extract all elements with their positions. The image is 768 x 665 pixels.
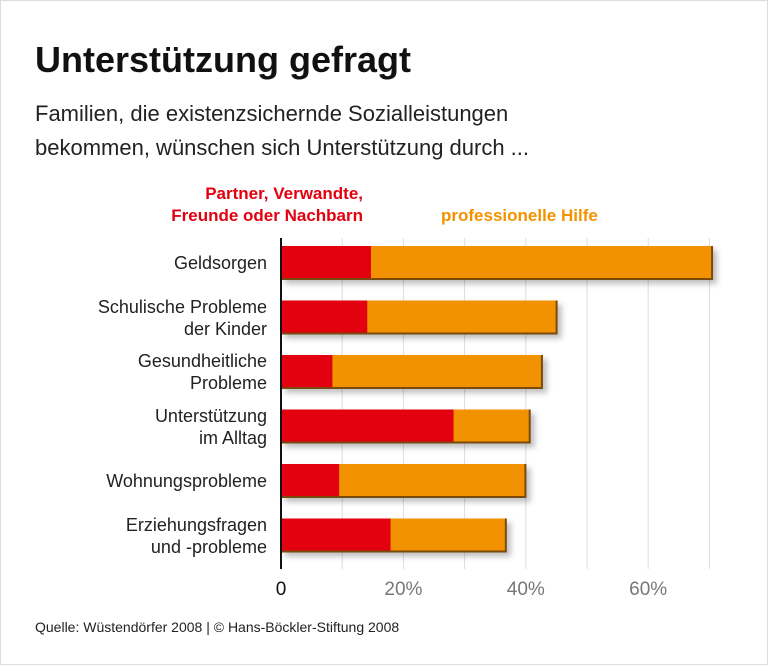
bar-segment-partner <box>281 246 371 278</box>
bar-segment-partner <box>281 300 368 333</box>
category-label: Wohnungsprobleme <box>106 470 267 492</box>
bar-segment-professional <box>339 464 525 496</box>
x-tick-label: 40% <box>506 579 545 600</box>
category-label: Geldsorgen <box>174 252 267 274</box>
category-label-line: Erziehungsfragen <box>125 514 267 535</box>
bar-segment-professional <box>370 246 712 278</box>
x-tick-label: 0 <box>275 579 287 600</box>
bar-segment-partner <box>281 409 454 442</box>
category-label: Unterstützung im Alltag <box>155 405 267 449</box>
category-label-line: der Kinder <box>183 318 267 339</box>
bar-segment-professional <box>453 409 529 442</box>
category-label-line: und -probleme <box>150 536 267 557</box>
category-label-line: Schulische Probleme <box>97 296 267 317</box>
x-tick-label: 60% <box>629 579 668 600</box>
category-label-line: Unterstützung <box>154 405 267 426</box>
legend-professional: professionelle Hilfe <box>441 206 598 225</box>
category-label-line: Gesundheitliche <box>137 351 267 371</box>
source-note: Quelle: Wüstendörfer 2008 | © Hans-Böckl… <box>35 619 400 635</box>
legend-partner-line-2: Freunde oder Nachbarn <box>171 206 363 225</box>
bar-segment-professional <box>367 300 556 333</box>
category-label-line: Wohnungsprobleme <box>106 471 267 491</box>
legend-partner: Partner, Verwandte, Freunde oder Nachbar… <box>171 183 363 227</box>
category-label: Erziehungsfragen und -probleme <box>126 514 267 558</box>
subtitle-line-1: Familien, die existenzsichernde Sozialle… <box>35 101 509 126</box>
category-label-line: Probleme <box>189 373 267 393</box>
category-label-line: im Alltag <box>198 427 267 448</box>
subtitle-line-2: bekommen, wünschen sich Unterstützung du… <box>35 135 530 160</box>
bar-segment-professional <box>390 518 505 551</box>
category-label-line: Geldsorgen <box>173 253 267 273</box>
category-label: Schulische Probleme der Kinder <box>98 296 267 340</box>
bar-segment-partner <box>281 518 391 551</box>
category-label: Gesundheitliche Probleme <box>138 350 267 394</box>
bar-segment-professional <box>332 355 541 387</box>
chart-title: Unterstützung gefragt <box>35 39 411 80</box>
bar-segment-partner <box>281 355 333 387</box>
bar-segment-partner <box>281 464 340 496</box>
x-tick-label: 20% <box>384 579 423 600</box>
legend-partner-line-1: Partner, Verwandte, <box>205 184 363 203</box>
